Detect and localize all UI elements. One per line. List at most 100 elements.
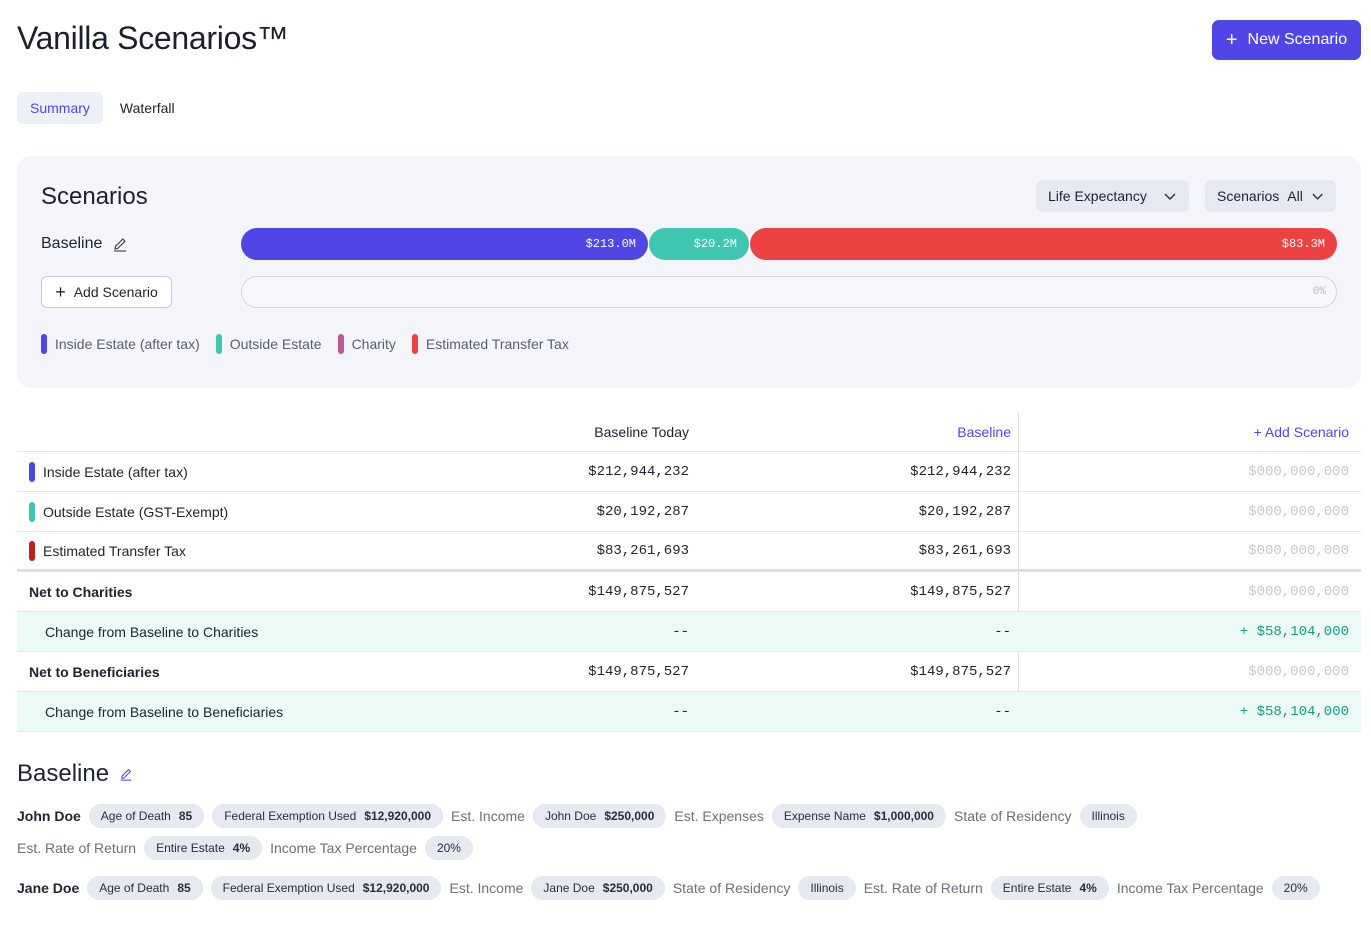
legend-label: Charity bbox=[351, 336, 396, 352]
table-row: Net to Charities $149,875,527 $149,875,5… bbox=[17, 572, 1361, 612]
cell-scenario: $000,000,000 bbox=[1248, 463, 1349, 480]
est-income-label: Est. Income bbox=[451, 808, 525, 824]
chip-value: $12,920,000 bbox=[364, 809, 432, 823]
cell-baseline: $83,261,693 bbox=[918, 542, 1011, 559]
cell-baseline-today: $149,875,527 bbox=[588, 663, 689, 680]
column-divider bbox=[1018, 412, 1019, 732]
life-expectancy-dropdown[interactable]: Life Expectancy bbox=[1036, 180, 1189, 212]
header-baseline-today: Baseline Today bbox=[594, 423, 689, 440]
john-details-line-1: John Doe Age of Death 85 Federal Exemptio… bbox=[17, 804, 1137, 828]
scenarios-filter-dropdown[interactable]: Scenarios All bbox=[1205, 180, 1336, 212]
john-details-line-2: Est. Rate of Return Entire Estate 4% Inco… bbox=[17, 836, 473, 860]
age-of-death-chip[interactable]: Age of Death 85 bbox=[88, 804, 205, 828]
est-expenses-label: Est. Expenses bbox=[674, 808, 764, 824]
row-label-text: Inside Estate (after tax) bbox=[43, 463, 188, 480]
baseline-section-title: Baseline bbox=[17, 760, 133, 788]
income-tax-label: Income Tax Percentage bbox=[270, 840, 417, 856]
chip-key: Age of Death bbox=[100, 809, 171, 823]
plus-icon: + bbox=[55, 281, 66, 302]
residency-chip[interactable]: Illinois bbox=[1079, 804, 1137, 828]
legend-item: Estimated Transfer Tax bbox=[411, 334, 569, 354]
legend-item: Inside Estate (after tax) bbox=[41, 334, 200, 354]
cell-baseline: $149,875,527 bbox=[910, 663, 1011, 680]
bar-segment-transfer-tax: $83.3M bbox=[750, 228, 1337, 260]
legend-swatch bbox=[411, 334, 418, 354]
rate-of-return-chip[interactable]: Entire Estate 4% bbox=[144, 836, 263, 860]
income-tax-chip[interactable]: 20% bbox=[424, 836, 473, 860]
cell-baseline: $20,192,287 bbox=[918, 503, 1011, 520]
cell-baseline: -- bbox=[994, 623, 1011, 640]
table-row: Change from Baseline to Charities -- -- … bbox=[17, 612, 1361, 652]
scenarios-filter-label: Scenarios bbox=[1217, 188, 1280, 204]
life-expectancy-label: Life Expectancy bbox=[1048, 188, 1147, 204]
table-row: Inside Estate (after tax) $212,944,232 $… bbox=[17, 452, 1361, 492]
chip-key: John Doe bbox=[544, 809, 597, 823]
cell-scenario: $000,000,000 bbox=[1248, 663, 1349, 680]
scenarios-panel: Scenarios Life Expectancy Scenarios All B… bbox=[17, 156, 1361, 388]
cell-scenario: $000,000,000 bbox=[1248, 503, 1349, 520]
age-of-death-chip[interactable]: Age of Death 85 bbox=[87, 876, 203, 900]
row-label: Change from Baseline to Charities bbox=[45, 623, 259, 640]
expense-chip[interactable]: Expense Name $1,000,000 bbox=[771, 804, 946, 828]
chip-value: 4% bbox=[1079, 881, 1097, 895]
cell-baseline: $149,875,527 bbox=[910, 583, 1011, 600]
legend-label: Inside Estate (after tax) bbox=[55, 336, 200, 352]
income-tax-chip[interactable]: 20% bbox=[1271, 876, 1320, 900]
header-add-scenario[interactable]: + Add Scenario bbox=[1253, 423, 1349, 440]
legend-swatch bbox=[41, 334, 47, 354]
income-chip[interactable]: Jane Doe $250,000 bbox=[531, 876, 665, 900]
row-label: Change from Baseline to Beneficiaries bbox=[45, 703, 284, 720]
federal-exemption-chip[interactable]: Federal Exemption Used $12,920,000 bbox=[212, 804, 444, 828]
chip-key: Age of Death bbox=[99, 881, 170, 895]
cell-baseline: $212,944,232 bbox=[910, 463, 1011, 480]
chip-key: Entire Estate bbox=[1002, 881, 1072, 895]
chip-value: Illinois bbox=[1091, 809, 1125, 823]
chip-key: Entire Estate bbox=[156, 841, 225, 855]
row-label: Net to Beneficiaries bbox=[29, 663, 160, 680]
bar-segment-inside-estate: $213.0M bbox=[241, 228, 648, 260]
chip-value: 4% bbox=[232, 841, 251, 855]
header-baseline[interactable]: Baseline bbox=[957, 423, 1011, 440]
cell-scenario: $000,000,000 bbox=[1248, 542, 1349, 559]
tab-waterfall[interactable]: Waterfall bbox=[119, 100, 175, 116]
chip-key: Expense Name bbox=[783, 809, 866, 823]
plus-icon: + bbox=[1225, 29, 1238, 51]
residency-label: State of Residency bbox=[953, 808, 1072, 824]
legend-label: Estimated Transfer Tax bbox=[425, 336, 569, 352]
rate-of-return-chip[interactable]: Entire Estate 4% bbox=[990, 876, 1109, 900]
legend-label: Outside Estate bbox=[229, 336, 322, 352]
chip-value: $12,920,000 bbox=[362, 881, 430, 895]
scenarios-filter-value: All bbox=[1287, 188, 1303, 204]
residency-chip[interactable]: Illinois bbox=[798, 876, 856, 900]
baseline-stacked-bar: $213.0M $20.2M $83.3M bbox=[241, 228, 1337, 260]
chip-value: 85 bbox=[178, 809, 193, 823]
tab-summary[interactable]: Summary bbox=[17, 92, 103, 124]
chip-value: 85 bbox=[177, 881, 191, 895]
cell-baseline-today: $20,192,287 bbox=[596, 503, 689, 520]
edit-pencil-icon[interactable] bbox=[112, 236, 128, 252]
chevron-down-icon bbox=[1312, 193, 1323, 200]
baseline-title-text: Baseline bbox=[17, 760, 110, 787]
cell-scenario: $000,000,000 bbox=[1248, 583, 1349, 600]
income-chip[interactable]: John Doe $250,000 bbox=[532, 804, 667, 828]
rate-of-return-label: Est. Rate of Return bbox=[863, 880, 983, 896]
baseline-row-label: Baseline bbox=[41, 235, 128, 253]
chip-key: Federal Exemption Used bbox=[222, 881, 355, 895]
table-row: Estimated Transfer Tax $83,261,693 $83,2… bbox=[17, 532, 1361, 572]
table-header-row: Baseline Today Baseline + Add Scenario bbox=[17, 412, 1361, 452]
row-label: Outside Estate (GST-Exempt) bbox=[29, 501, 228, 522]
federal-exemption-chip[interactable]: Federal Exemption Used $12,920,000 bbox=[210, 876, 442, 900]
new-scenario-label: New Scenario bbox=[1247, 31, 1348, 48]
row-swatch bbox=[29, 461, 35, 482]
cell-scenario: + $58,104,000 bbox=[1239, 703, 1349, 720]
row-label: Inside Estate (after tax) bbox=[29, 461, 188, 482]
add-scenario-button[interactable]: + Add Scenario bbox=[41, 276, 172, 308]
row-label-text: Estimated Transfer Tax bbox=[43, 542, 186, 559]
cell-baseline: -- bbox=[994, 703, 1011, 720]
edit-pencil-icon[interactable] bbox=[119, 767, 133, 781]
new-scenario-button[interactable]: + New Scenario bbox=[1212, 20, 1361, 60]
legend: Inside Estate (after tax) Outside Estate… bbox=[41, 334, 569, 354]
comparison-table: Baseline Today Baseline + Add Scenario I… bbox=[17, 412, 1361, 732]
chip-value: $1,000,000 bbox=[873, 809, 934, 823]
legend-item: Outside Estate bbox=[215, 334, 322, 354]
